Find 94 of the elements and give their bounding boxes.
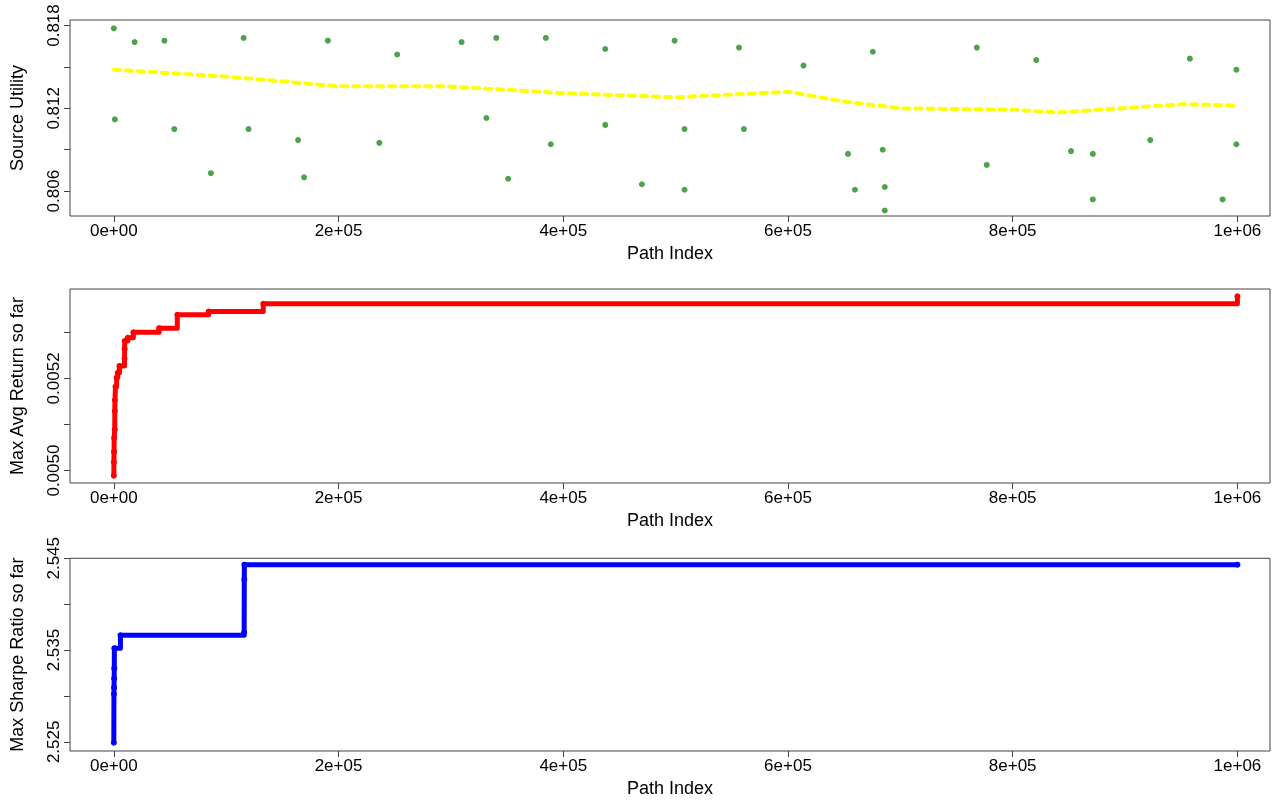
x-axis-title: Path Index	[626, 243, 714, 263]
point	[602, 121, 609, 128]
x-tick-label: 8e+05	[988, 488, 1037, 507]
y-tick-label: 0.0052	[44, 352, 63, 405]
x-tick-label: 4e+05	[539, 488, 588, 507]
point	[740, 126, 747, 133]
point	[1234, 561, 1241, 568]
point	[241, 629, 248, 636]
point	[681, 186, 688, 193]
point	[1089, 196, 1096, 203]
point	[869, 48, 876, 55]
x-tick-label: 2e+05	[314, 756, 363, 775]
point	[881, 184, 888, 191]
x-tick-label: 8e+05	[988, 221, 1037, 240]
point	[324, 37, 331, 44]
x-tick-label: 4e+05	[539, 221, 588, 240]
point	[174, 311, 181, 318]
y-tick-label: 2.525	[44, 720, 63, 764]
x-tick-label: 0e+00	[89, 221, 138, 240]
point	[171, 126, 178, 133]
x-axis-title: Path Index	[626, 510, 714, 530]
point	[207, 170, 214, 177]
x-tick-label: 4e+05	[539, 756, 588, 775]
y-tick-label: 0.0050	[44, 444, 63, 497]
point	[483, 115, 490, 121]
point	[111, 448, 118, 455]
x-tick-label: 6e+05	[764, 756, 812, 775]
point	[547, 141, 554, 148]
point	[879, 146, 886, 153]
point	[800, 62, 807, 69]
x-tick-label: 1e+06	[1213, 221, 1262, 240]
point	[111, 116, 118, 123]
point	[240, 34, 247, 41]
point	[111, 684, 118, 691]
point	[110, 25, 117, 32]
point	[260, 300, 267, 307]
y-tick-label: 0.806	[44, 169, 63, 213]
point	[735, 44, 742, 51]
point	[458, 39, 465, 46]
point	[394, 51, 401, 58]
point	[1219, 196, 1226, 203]
point	[245, 126, 252, 133]
point	[1233, 141, 1240, 148]
point	[110, 472, 117, 479]
point	[376, 139, 383, 146]
x-axis-title: Path Index	[626, 778, 714, 798]
point	[110, 459, 117, 466]
point	[983, 161, 990, 168]
point	[638, 181, 645, 188]
x-tick-label: 6e+05	[764, 221, 812, 240]
point	[851, 186, 858, 193]
point	[295, 137, 302, 144]
point	[1068, 148, 1075, 155]
point	[493, 34, 500, 41]
point	[111, 408, 118, 415]
point	[1233, 66, 1240, 73]
point	[505, 175, 512, 182]
y-axis-title: Max Avg Return so far	[7, 297, 27, 475]
y-tick-label: 0.812	[44, 87, 63, 130]
x-tick-label: 0e+00	[89, 756, 138, 775]
point	[116, 362, 123, 369]
point	[111, 675, 118, 682]
x-tick-label: 2e+05	[314, 221, 363, 240]
x-tick-label: 8e+05	[988, 756, 1037, 775]
y-tick-label: 2.545	[44, 537, 63, 580]
point	[602, 45, 609, 52]
point	[1186, 55, 1193, 62]
point	[681, 126, 688, 133]
point	[241, 576, 248, 583]
point	[973, 44, 980, 51]
point	[542, 34, 549, 41]
x-tick-label: 1e+06	[1213, 756, 1262, 775]
x-tick-label: 1e+06	[1213, 488, 1262, 507]
x-tick-label: 0e+00	[89, 488, 138, 507]
point	[671, 37, 678, 44]
point	[111, 665, 118, 672]
point	[1147, 137, 1154, 144]
x-tick-label: 6e+05	[764, 488, 812, 507]
point	[301, 174, 308, 181]
point	[121, 345, 128, 352]
point	[1089, 150, 1096, 157]
point	[161, 37, 168, 44]
x-tick-label: 2e+05	[314, 488, 363, 507]
y-tick-label: 0.818	[44, 4, 63, 47]
point	[1033, 57, 1040, 64]
point	[111, 434, 118, 441]
point	[131, 39, 138, 46]
point	[1234, 293, 1241, 300]
y-tick-label: 2.535	[44, 628, 63, 672]
point	[844, 150, 851, 157]
point	[110, 739, 117, 746]
y-axis-title: Max Sharpe Ratio so far	[7, 557, 27, 752]
y-axis-title: Source Utility	[7, 64, 27, 172]
point	[241, 561, 248, 568]
